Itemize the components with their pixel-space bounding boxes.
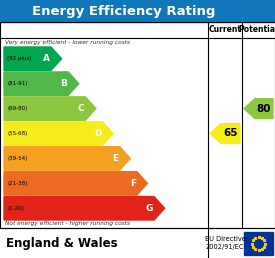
Polygon shape (4, 72, 79, 95)
Text: (39-54): (39-54) (7, 156, 27, 161)
Text: G: G (146, 204, 153, 213)
Bar (244, 232, 273, 255)
Polygon shape (4, 97, 96, 120)
Text: (81-91): (81-91) (7, 81, 27, 86)
Text: 65: 65 (223, 128, 238, 139)
Text: (92 plus): (92 plus) (7, 56, 31, 61)
Polygon shape (4, 122, 113, 145)
Bar (0, 22, 275, 228)
Text: F: F (130, 179, 136, 188)
Text: 80: 80 (257, 103, 271, 114)
Text: Current: Current (208, 26, 241, 35)
Text: Potential: Potential (239, 26, 275, 35)
Text: Very energy efficient - lower running costs: Very energy efficient - lower running co… (5, 40, 130, 45)
Polygon shape (4, 47, 62, 70)
Text: D: D (94, 129, 101, 138)
Text: (1-20): (1-20) (7, 206, 24, 211)
Polygon shape (4, 147, 130, 170)
Text: England & Wales: England & Wales (6, 237, 118, 249)
Text: C: C (78, 104, 84, 113)
Text: EU Directive
2002/91/EC: EU Directive 2002/91/EC (205, 236, 245, 250)
Bar (0, 0, 275, 22)
Text: Energy Efficiency Rating: Energy Efficiency Rating (32, 4, 215, 18)
Polygon shape (210, 124, 240, 143)
Text: E: E (112, 154, 119, 163)
Polygon shape (4, 197, 165, 220)
Text: A: A (43, 54, 50, 63)
Text: B: B (60, 79, 67, 88)
Text: (21-38): (21-38) (7, 181, 27, 186)
Text: (69-80): (69-80) (7, 106, 27, 111)
Text: (55-68): (55-68) (7, 131, 27, 136)
Text: Not energy efficient - higher running costs: Not energy efficient - higher running co… (5, 221, 130, 226)
Polygon shape (4, 172, 147, 195)
Bar (0, 228, 275, 258)
Polygon shape (244, 99, 273, 118)
